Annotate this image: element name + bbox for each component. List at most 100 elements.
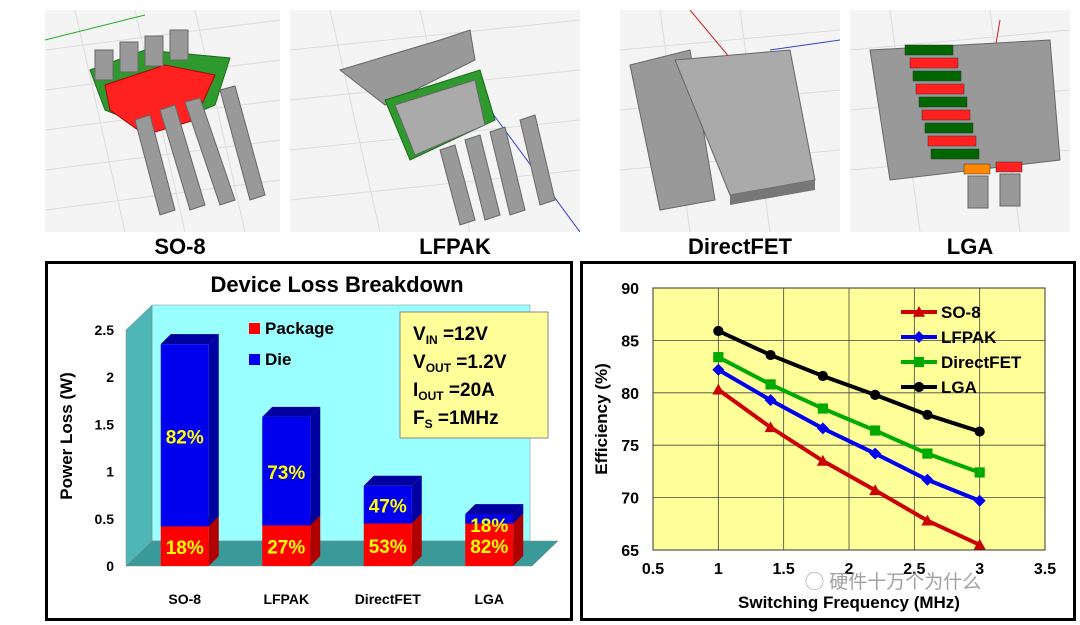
legend-item: DirectFET: [901, 353, 1022, 372]
legend-package-swatch: [249, 323, 260, 334]
chart-title: Device Loss Breakdown: [210, 272, 463, 297]
loss-breakdown-panel: 0 0.5 1 1.5 2 2.5 18% 82% 27% 73% 53% 47% 82% 18% SO…: [45, 261, 573, 621]
fs-condition: FS =1MHz: [413, 408, 499, 431]
legend-die-label: Die: [265, 350, 291, 369]
series-line: [717, 388, 981, 547]
data-point: [764, 394, 777, 407]
data-point: [913, 306, 925, 317]
series-so8: [712, 383, 986, 550]
x-axis-label: Switching Frequency (MHz): [738, 593, 960, 612]
y-tick-label: 0: [106, 558, 114, 574]
package-percent-label: 82%: [470, 537, 508, 558]
y-tick-label: 65: [621, 543, 639, 560]
x-tick-label: 0.5: [642, 561, 664, 578]
conditions-box: [399, 311, 549, 439]
data-point: [870, 425, 881, 436]
x-tick-label: 1.5: [773, 561, 795, 578]
data-point: [764, 421, 777, 433]
package-percent-label: 53%: [369, 537, 407, 558]
legend-label: LFPAK: [941, 328, 997, 347]
legend-label: LGA: [941, 378, 977, 397]
y-tick-label: 1: [106, 464, 114, 480]
data-point: [870, 389, 881, 400]
legend-label: DirectFET: [941, 353, 1022, 372]
x-tick-label: 1: [714, 561, 723, 578]
die-bar: [363, 475, 422, 524]
data-point: [922, 448, 933, 459]
legend-item: SO-8: [901, 303, 981, 322]
data-point: [816, 454, 829, 466]
x-tick-label: 3.5: [1034, 561, 1056, 578]
x-tick-label: 2.5: [903, 561, 925, 578]
data-point: [765, 349, 776, 361]
data-point: [817, 403, 828, 414]
die-percent-label: 82%: [166, 427, 204, 448]
lga-label: LGA: [946, 234, 994, 259]
data-point: [816, 422, 829, 435]
die-percent-label: 73%: [267, 463, 305, 484]
series-line: [717, 329, 981, 434]
data-point: [869, 447, 882, 460]
directfet-label: DirectFET: [688, 234, 792, 259]
die-percent-label: 47%: [369, 497, 407, 518]
legend-package-label: Package: [265, 319, 334, 338]
data-point: [713, 325, 724, 337]
y-tick-label: 2.5: [95, 322, 115, 338]
vin-condition: VIN =12V: [413, 324, 488, 347]
directfet-package-image: [620, 10, 840, 232]
data-point: [765, 379, 776, 390]
data-point: [712, 363, 725, 376]
x-tick-label: SO-8: [168, 591, 201, 607]
y-axis-label: Efficiency (%): [592, 363, 611, 474]
series-lga: [713, 325, 985, 437]
legend-die-swatch: [249, 354, 260, 365]
x-tick-label: LFPAK: [263, 591, 309, 607]
data-point: [921, 473, 934, 486]
y-tick-label: 85: [621, 333, 639, 350]
y-tick-label: 1.5: [95, 416, 115, 432]
x-tick-label: DirectFET: [355, 591, 422, 607]
data-point: [974, 467, 985, 478]
legend-item: LGA: [901, 378, 977, 397]
data-point: [921, 514, 934, 526]
series-lfpak: [712, 363, 986, 507]
die-bar: [465, 504, 524, 524]
watermark-text: ◯ 硬件十万个为什么: [805, 571, 981, 593]
data-point: [817, 370, 828, 382]
legend-item: LFPAK: [901, 328, 997, 347]
lfpak-package-image: [290, 10, 580, 232]
vout-condition: VOUT =1.2V: [413, 352, 507, 375]
legend-label: SO-8: [941, 303, 981, 322]
data-point: [922, 409, 933, 420]
lfpak-label: LFPAK: [419, 234, 491, 259]
iout-condition: IOUT =20A: [413, 380, 495, 403]
package-percent-label: 18%: [166, 538, 204, 559]
data-point: [974, 426, 985, 437]
chart-side-wall: [125, 304, 153, 567]
x-tick-label: LGA: [474, 591, 504, 607]
y-tick-label: 90: [621, 281, 639, 298]
x-tick-label: 3: [975, 561, 984, 578]
y-tick-label: 70: [621, 491, 639, 508]
so8-package-image: [45, 10, 280, 232]
data-point: [913, 381, 925, 393]
y-axis-label: Power Loss (W): [57, 372, 76, 500]
y-tick-label: 0.5: [95, 511, 115, 527]
lga-package-image: [850, 10, 1070, 232]
loss-breakdown-chart: 00.511.522.5 18%82%27%73%53%47%82%18% SO…: [57, 272, 559, 607]
die-bar: [160, 334, 219, 527]
data-point: [973, 538, 986, 550]
so8-label: SO-8: [154, 234, 206, 259]
y-tick-label: 2: [106, 369, 114, 385]
efficiency-panel: 0.5 1 1.5 2 2.5 3 3.5 65 70 75 80 85 90 SO-8 LFPAK Dir…: [580, 261, 1076, 621]
y-tick-label: 80: [621, 386, 639, 403]
series-directfet: [713, 352, 985, 478]
data-point: [973, 494, 986, 507]
data-point: [913, 331, 925, 343]
data-point: [913, 356, 925, 368]
data-point: [713, 352, 724, 363]
die-percent-label: 18%: [470, 516, 508, 537]
efficiency-chart: 0.5 1 1.5 2 2.5 3 3.5 65 70 75 80 85 90 SO-8 LFPAK Dir…: [592, 281, 1056, 612]
data-point: [712, 383, 725, 395]
package-percent-label: 27%: [267, 538, 305, 559]
